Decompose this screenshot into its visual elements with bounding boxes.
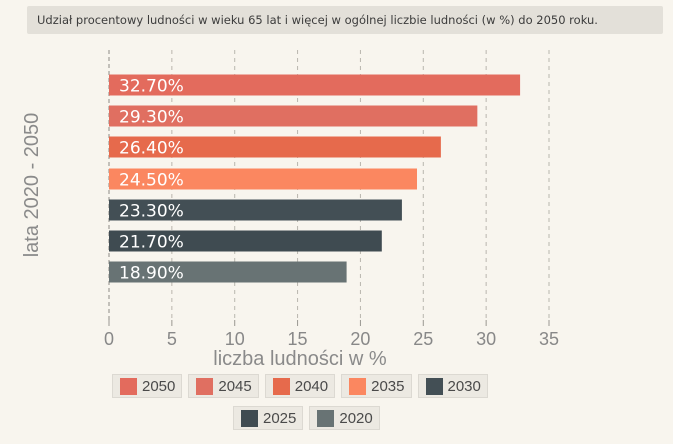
x-tick-label: 20 — [350, 329, 370, 349]
legend-swatch — [241, 409, 258, 427]
bar-2025 — [109, 230, 382, 252]
x-tick-label: 35 — [539, 329, 559, 349]
bar-2050 — [109, 74, 521, 96]
x-tick-label: 25 — [413, 329, 433, 349]
legend-swatch — [349, 377, 367, 395]
bar-value-label: 24.50% — [119, 171, 184, 191]
legend-row-top: 2050 2045 2040 2035 2030 — [112, 374, 488, 398]
x-tick-label: 5 — [167, 329, 177, 349]
legend-swatch — [317, 409, 335, 427]
legend-swatch — [425, 377, 443, 395]
legend-label: 2030 — [447, 377, 481, 395]
bar-value-label: 32.70% — [119, 77, 184, 97]
x-tick-label: 15 — [288, 329, 308, 349]
legend-swatch — [196, 377, 214, 395]
bar-2030 — [109, 199, 402, 221]
legend-item-2035[interactable]: 2035 — [341, 374, 412, 398]
x-tick-label: 0 — [104, 329, 114, 349]
x-tick-label: 10 — [225, 329, 245, 349]
legend-item-2040[interactable]: 2040 — [264, 374, 336, 398]
chart-title-box: Udział procentowy ludności w wieku 65 la… — [27, 6, 663, 34]
bar-value-label: 18.90% — [119, 264, 184, 284]
legend-label: 2020 — [339, 409, 373, 427]
bar-2045 — [109, 105, 478, 127]
legend-swatch — [272, 377, 290, 395]
legend-item-2045[interactable]: 2045 — [188, 374, 259, 398]
bar-value-label: 26.40% — [119, 139, 184, 159]
legend-label: 2035 — [371, 377, 405, 395]
bar-value-label: 21.70% — [119, 233, 184, 253]
x-tick-label: 30 — [476, 329, 496, 349]
legend-label: 2040 — [294, 377, 329, 395]
x-axis-title: liczba ludności w % — [213, 348, 387, 370]
bar-2020 — [109, 261, 347, 283]
legend-label: 2045 — [218, 377, 252, 395]
legend-label: 2050 — [142, 377, 176, 395]
legend-item-2050[interactable]: 2050 — [112, 374, 183, 398]
legend-label: 2025 — [263, 409, 297, 427]
bar-value-label: 23.30% — [119, 202, 184, 222]
legend-item-2020[interactable]: 2020 — [309, 406, 380, 430]
bar-2040 — [109, 136, 441, 158]
legend-row-bottom: 2025 2020 — [233, 406, 380, 430]
y-axis-title: lata 2020 - 2050 — [21, 113, 43, 258]
bar-value-label: 29.30% — [119, 108, 184, 128]
legend-item-2030[interactable]: 2030 — [417, 374, 488, 398]
chart-title: Udział procentowy ludności w wieku 65 la… — [37, 13, 598, 27]
legend-item-2025[interactable]: 2025 — [233, 406, 304, 430]
bar-2035 — [109, 168, 417, 190]
legend-swatch — [120, 377, 137, 395]
